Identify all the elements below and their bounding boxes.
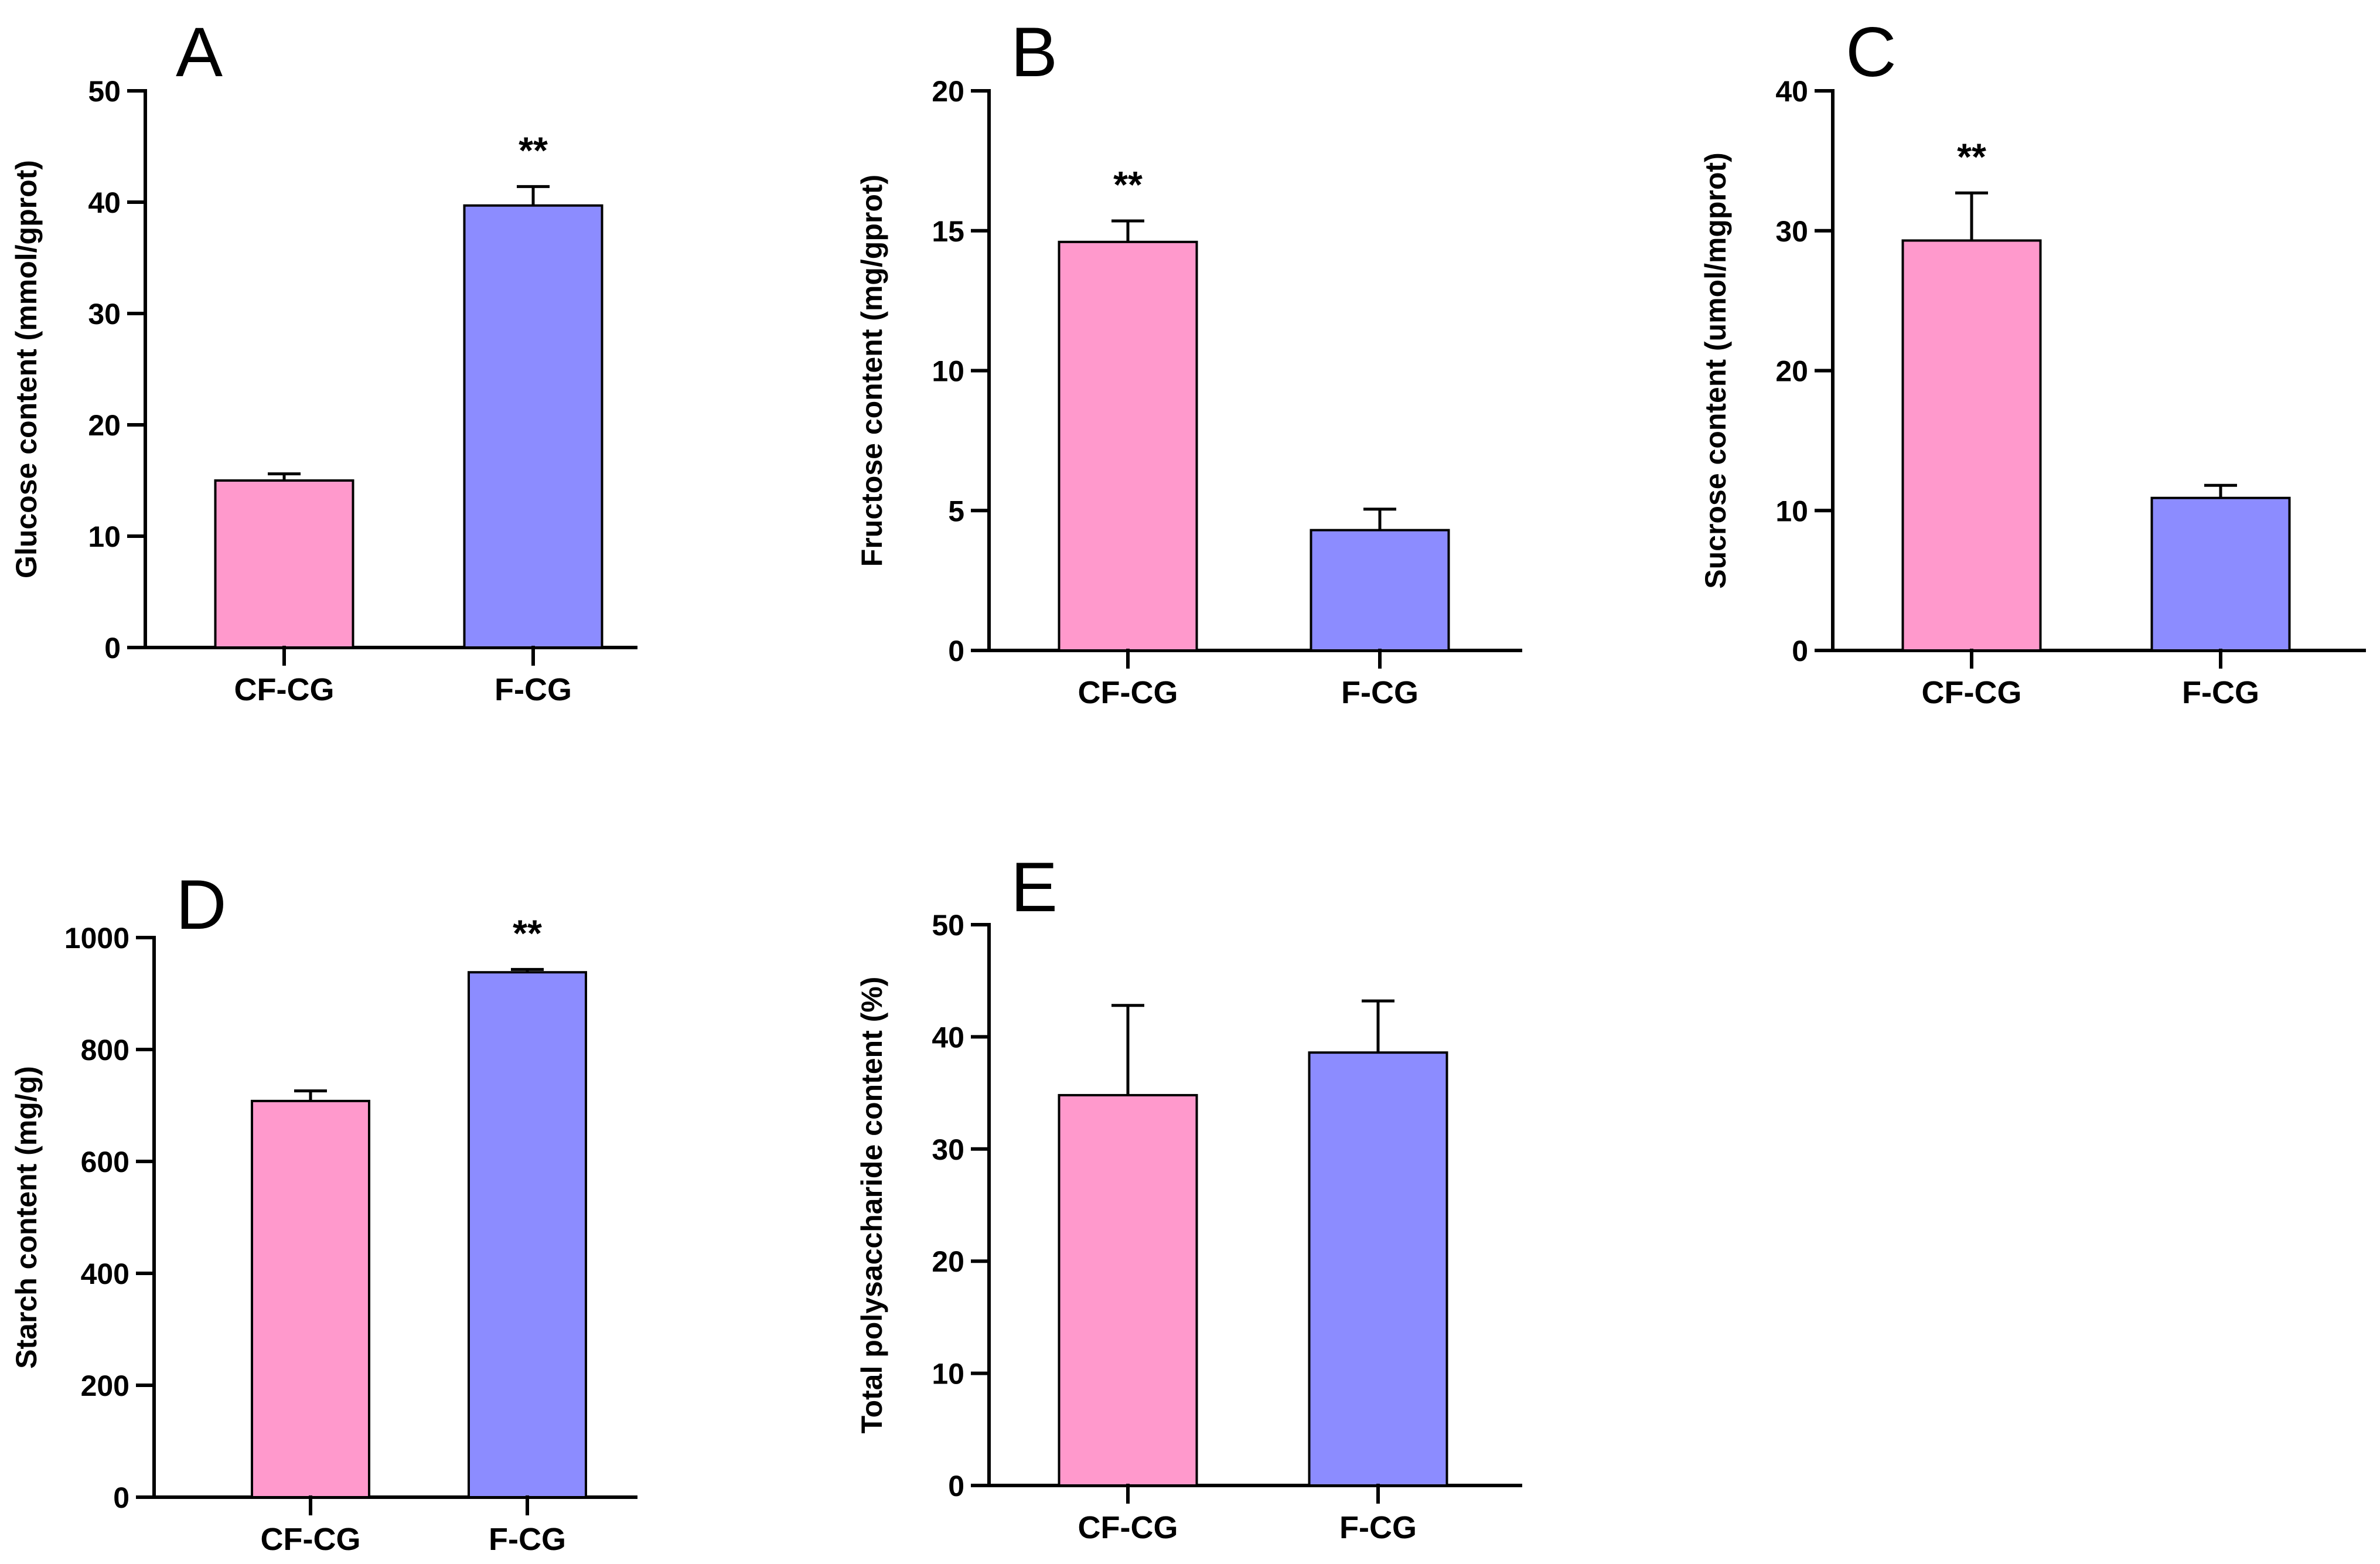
- bar-b-cf-cg: [1058, 240, 1198, 652]
- y-tick-label-d: 800: [81, 1034, 129, 1066]
- category-label-d-cf-cg: CF-CG: [261, 1522, 361, 1557]
- category-label-a-f-cg: F-CG: [495, 672, 572, 707]
- y-tick-label-a: 20: [88, 409, 121, 442]
- category-label-a-cf-cg: CF-CG: [234, 672, 335, 707]
- panel-b: B 0 5 10 15 20 Fructose content (mg/gprot) CF-C…: [855, 13, 1522, 710]
- category-label-b-cf-cg: CF-CG: [1078, 675, 1178, 710]
- y-tick-label-e: 40: [932, 1021, 964, 1054]
- bar-e-cf-cg: [1058, 1093, 1198, 1487]
- y-tick-label-e: 50: [932, 909, 964, 942]
- bar-e-f-cg: [1308, 1051, 1448, 1487]
- y-tick-label-b: 5: [948, 495, 964, 527]
- panel-a: A 0 10 20 30 40 50 Glucose content (mmol/gprot)…: [10, 13, 637, 707]
- y-tick-label-a: 0: [104, 632, 121, 665]
- y-tick-label-d: 200: [81, 1369, 129, 1402]
- y-tick-label-b: 10: [932, 355, 964, 388]
- y-tick-label-d: 1000: [64, 922, 129, 955]
- bar-c-f-cg: [2150, 496, 2291, 652]
- panel-letter-b: B: [1011, 13, 1058, 91]
- bar-c-cf-cg: [1901, 239, 2042, 652]
- y-tick-label-c: 20: [1775, 355, 1808, 388]
- y-tick-label-d: 0: [113, 1481, 129, 1514]
- y-tick-label-a: 40: [88, 186, 121, 219]
- y-tick-label-c: 10: [1775, 495, 1808, 527]
- y-tick-label-e: 10: [932, 1358, 964, 1391]
- y-axis-label-a: Glucose content (mmol/gprot): [10, 160, 43, 578]
- bar-d-f-cg: [468, 971, 587, 1498]
- y-axis-label-d: Starch content (mg/g): [10, 1066, 43, 1369]
- y-tick-label-d: 600: [81, 1146, 129, 1178]
- y-tick-label-e: 0: [948, 1470, 964, 1502]
- significance-mark-c-cf-cg: **: [1957, 135, 1986, 178]
- panel-e: E 0 10 20 30 40 50 Total polysaccharide content…: [855, 848, 1522, 1545]
- bar-b-f-cg: [1310, 529, 1450, 652]
- panel-letter-c: C: [1846, 13, 1897, 91]
- y-tick-label-c: 40: [1775, 75, 1808, 108]
- y-tick-label-b: 15: [932, 215, 964, 248]
- y-axis-label-b: Fructose content (mg/gprot): [855, 175, 888, 567]
- y-tick-label-e: 30: [932, 1133, 964, 1166]
- significance-mark-b-cf-cg: **: [1113, 163, 1143, 206]
- category-label-e-cf-cg: CF-CG: [1078, 1510, 1178, 1545]
- category-label-e-f-cg: F-CG: [1339, 1510, 1417, 1545]
- y-tick-label-b: 0: [948, 635, 964, 667]
- significance-mark-a-f-cg: **: [519, 129, 548, 171]
- panel-letter-d: D: [176, 866, 227, 944]
- y-axis-label-e: Total polysaccharide content (%): [855, 977, 888, 1434]
- panel-d: D 0 200 400 600 800 1000 Starch content (mg/g) C…: [10, 866, 637, 1557]
- category-label-b-f-cg: F-CG: [1341, 675, 1419, 710]
- category-label-c-f-cg: F-CG: [2182, 675, 2259, 710]
- category-label-d-f-cg: F-CG: [489, 1522, 566, 1557]
- bar-a-f-cg: [463, 204, 603, 649]
- panel-letter-e: E: [1011, 848, 1058, 926]
- y-tick-label-a: 50: [88, 75, 121, 108]
- y-tick-label-c: 0: [1792, 635, 1808, 667]
- significance-mark-d-f-cg: **: [513, 912, 542, 954]
- y-tick-label-a: 30: [88, 298, 121, 330]
- y-tick-label-a: 10: [88, 520, 121, 553]
- panel-letter-a: A: [176, 13, 223, 91]
- y-axis-label-c: Sucrose content (umol/mgprot): [1699, 152, 1732, 588]
- bar-a-cf-cg: [214, 479, 354, 649]
- y-tick-label-b: 20: [932, 75, 964, 108]
- category-label-c-cf-cg: CF-CG: [1922, 675, 2022, 710]
- bar-d-cf-cg: [251, 1099, 370, 1498]
- y-tick-label-e: 20: [932, 1245, 964, 1278]
- panel-c: C 0 10 20 30 40 Sucrose content (umol/mgprot) C…: [1699, 13, 2366, 710]
- y-tick-label-d: 400: [81, 1258, 129, 1290]
- y-tick-label-c: 30: [1775, 215, 1808, 248]
